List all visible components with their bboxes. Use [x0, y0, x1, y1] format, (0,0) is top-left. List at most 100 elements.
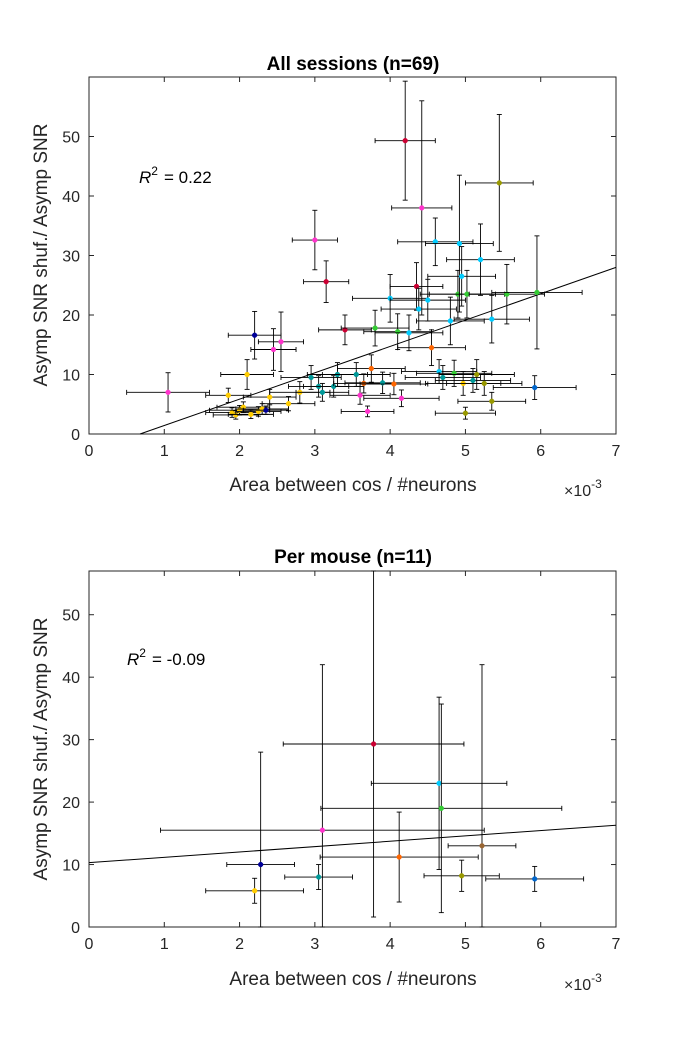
data-point — [481, 380, 487, 387]
data-point — [451, 370, 457, 376]
x-tick-label: 4 — [386, 936, 395, 953]
data-point — [357, 392, 363, 398]
data-point — [395, 329, 401, 335]
y-tick-label: 50 — [62, 130, 80, 147]
data-point — [323, 279, 329, 285]
data-point — [258, 861, 264, 868]
data-point — [312, 237, 318, 243]
data-point — [225, 392, 231, 398]
data-point — [308, 374, 314, 381]
y-axis-label: Asymp SNR shuf./ Asymp SNR — [31, 618, 52, 881]
data-point — [270, 346, 277, 353]
x-tick-label: 1 — [160, 936, 169, 953]
x-tick-label: 5 — [461, 443, 470, 460]
data-point — [456, 240, 463, 247]
x-tick-label: 2 — [235, 936, 244, 953]
x-tick-label: 3 — [310, 443, 319, 460]
y-tick-label: 40 — [62, 670, 80, 687]
chart-title: All sessions (n=69) — [267, 54, 440, 75]
x-axis-label: Area between cos / #neurons — [229, 475, 476, 496]
data-point — [496, 180, 502, 186]
data-point — [438, 805, 444, 811]
tick-marks — [88, 77, 617, 435]
y-axis-label: Asymp SNR shuf./ Asymp SNR — [31, 124, 52, 387]
data-marks — [88, 570, 617, 928]
regression-line — [88, 824, 617, 864]
data-point — [315, 874, 322, 880]
y-tick-label: 20 — [62, 795, 80, 812]
data-marks — [126, 80, 617, 435]
data-point — [477, 257, 484, 263]
data-point — [263, 407, 269, 413]
x-tick-label: 6 — [536, 936, 545, 953]
data-point — [251, 332, 258, 338]
data-point — [165, 389, 171, 396]
x-tick-label: 2 — [235, 443, 244, 460]
data-point — [353, 371, 359, 378]
data-point — [534, 289, 540, 296]
chart-all-sessions: All sessions (n=69) R2 = 0.22 Area betwee… — [31, 54, 621, 500]
chart-title: Per mouse (n=11) — [274, 547, 432, 568]
x-axis-exponent: ×10-3 — [564, 477, 602, 500]
y-tick-label: 30 — [62, 249, 80, 266]
data-point — [479, 843, 485, 849]
data-point — [532, 384, 538, 391]
data-point — [248, 411, 254, 418]
data-point — [361, 380, 367, 387]
data-point — [489, 316, 495, 322]
data-point — [447, 318, 454, 324]
x-tick-label: 0 — [85, 936, 94, 953]
x-tick-label: 0 — [85, 443, 94, 460]
data-point — [402, 138, 408, 144]
data-point — [278, 339, 284, 345]
data-point — [372, 325, 378, 331]
x-tick-label: 3 — [310, 936, 319, 953]
data-point — [391, 381, 397, 387]
data-point — [251, 888, 258, 894]
data-point — [416, 306, 422, 312]
y-tick-label: 40 — [62, 189, 80, 206]
plot-area — [88, 570, 617, 928]
data-point — [428, 345, 435, 351]
data-point — [436, 780, 442, 787]
x-tick-label: 4 — [386, 443, 395, 460]
data-point — [425, 297, 431, 303]
data-point — [319, 827, 326, 833]
data-point — [398, 395, 405, 401]
data-point — [379, 380, 386, 386]
x-tick-label: 1 — [160, 443, 169, 460]
r-squared-annotation: R2 = 0.22 — [139, 164, 212, 187]
data-point — [532, 876, 538, 882]
data-point — [504, 291, 510, 297]
chart-per-mouse: Per mouse (n=11) R2 = -0.09 Area between … — [31, 547, 621, 994]
y-tick-label: 10 — [62, 368, 80, 385]
y-tick-label: 0 — [71, 920, 80, 937]
data-point — [489, 398, 495, 404]
data-point — [244, 371, 250, 378]
data-point — [474, 371, 480, 378]
data-point — [285, 401, 292, 407]
data-point — [432, 239, 438, 245]
x-tick-label: 7 — [612, 443, 621, 460]
y-tick-label: 10 — [62, 858, 80, 875]
data-point — [419, 205, 425, 211]
data-point — [464, 291, 470, 297]
x-tick-label: 6 — [536, 443, 545, 460]
y-tick-label: 50 — [62, 608, 80, 625]
tick-marks — [88, 571, 617, 928]
data-point — [462, 410, 469, 416]
data-point — [267, 394, 273, 400]
x-axis-exponent: ×10-3 — [564, 971, 602, 994]
data-point — [413, 283, 420, 290]
data-point — [396, 854, 402, 860]
x-axis-label: Area between cos / #neurons — [229, 969, 476, 990]
y-tick-label: 20 — [62, 308, 80, 325]
data-point — [440, 374, 446, 381]
y-tick-label: 30 — [62, 733, 80, 750]
data-point — [370, 741, 377, 747]
x-tick-label: 7 — [612, 936, 621, 953]
data-point — [319, 389, 326, 396]
x-tick-label: 5 — [461, 936, 470, 953]
data-point — [406, 330, 412, 336]
